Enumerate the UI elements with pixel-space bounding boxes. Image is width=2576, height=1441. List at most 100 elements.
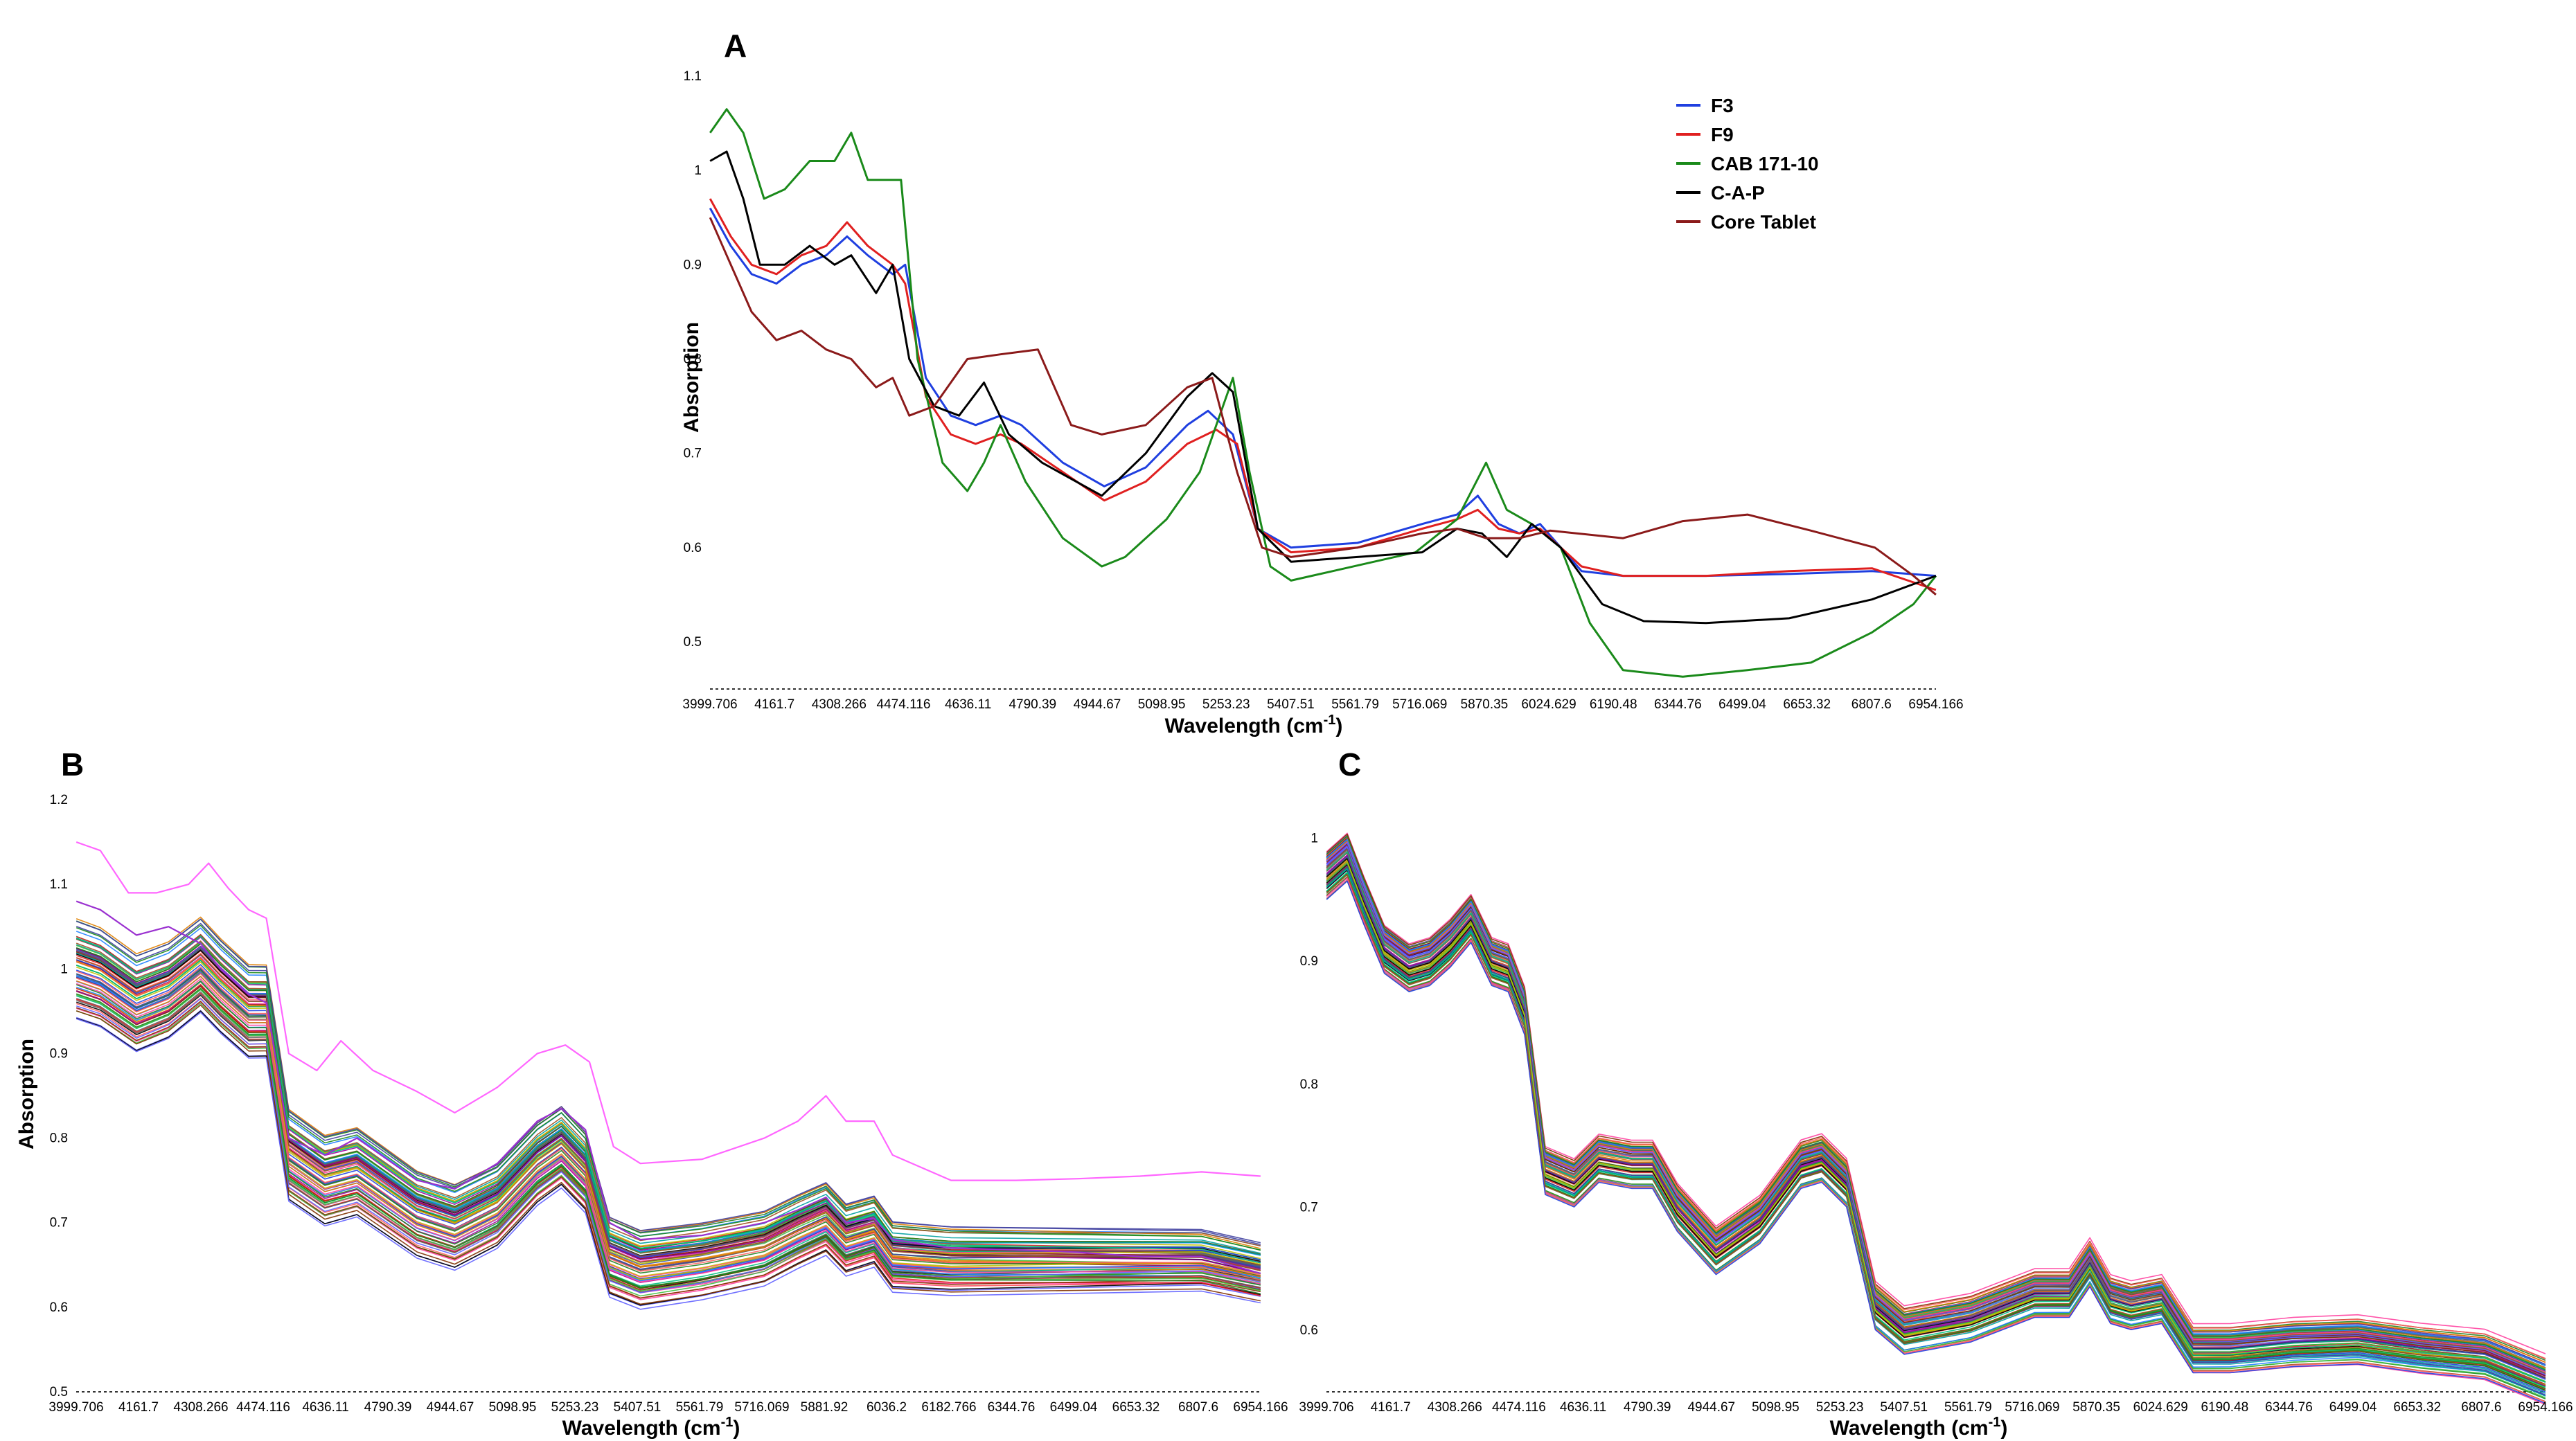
x-tick-label: 6344.76 xyxy=(1654,697,1702,712)
spectrum-line xyxy=(1326,874,2546,1386)
panel-a-legend: F3 F9 CAB 171-10 C-A-P Core Tablet xyxy=(1676,95,1819,233)
panel-c-letter: C xyxy=(1338,746,1361,782)
spectrum-line xyxy=(75,981,1261,1282)
x-tick-label: 6024.629 xyxy=(2133,1400,2188,1415)
panel-c: C 0.6 0.7 0.8 0.9 1 3999.706 4161.7 4308.266 44… xyxy=(1299,746,2573,1440)
spectrum-line xyxy=(1326,844,2546,1366)
x-tick-label: 6499.04 xyxy=(1718,697,1766,712)
x-tick-label: 6499.04 xyxy=(2329,1400,2377,1415)
x-tick-label: 4790.39 xyxy=(1009,697,1056,712)
spectrum-line xyxy=(1326,846,2546,1377)
x-tick-label: 3999.706 xyxy=(1299,1400,1353,1415)
spectrum-line xyxy=(1326,840,2546,1375)
spectrum-line xyxy=(75,966,1261,1276)
spectrum-line xyxy=(1326,852,2546,1372)
spectrum-line xyxy=(1326,848,2546,1366)
spectrum-line xyxy=(75,936,1261,1267)
panel-a-x-axis-title: Wavelength (cm-1) xyxy=(1165,713,1343,737)
spectrum-line xyxy=(75,1010,1261,1306)
spectrum-line xyxy=(1326,843,2546,1379)
panel-b-x-ticks: 3999.706 4161.7 4308.266 4474.116 4636.11 479… xyxy=(48,1400,1288,1415)
spectrum-line xyxy=(1326,848,2546,1383)
spectrum-line xyxy=(1326,860,2546,1387)
x-tick-label: 4790.39 xyxy=(364,1400,412,1415)
spectrum-line xyxy=(1326,841,2546,1377)
panel-c-x-axis-title: Wavelength (cm-1) xyxy=(1830,1415,2008,1440)
spectrum-line xyxy=(1326,879,2546,1403)
spectrum-line xyxy=(1326,839,2546,1375)
y-tick-label: 1.2 xyxy=(50,793,68,807)
y-tick-label: 0.9 xyxy=(50,1046,68,1061)
series-line-core-tablet xyxy=(709,217,1937,596)
panel-b-y-axis-title: Absorption xyxy=(15,1039,38,1149)
x-tick-label: 6954.166 xyxy=(1233,1400,1288,1415)
x-tick-label: 4790.39 xyxy=(1624,1400,1671,1415)
spectrum-line xyxy=(1326,841,2546,1377)
x-tick-label: 5561.79 xyxy=(676,1400,724,1415)
y-tick-label: 0.9 xyxy=(684,258,702,272)
spectrum-line xyxy=(75,980,1261,1295)
spectrum-line xyxy=(1326,857,2546,1375)
spectrum-line xyxy=(1326,835,2546,1365)
x-tick-label: 4636.11 xyxy=(945,697,991,712)
x-tick-label: 5098.95 xyxy=(1752,1400,1800,1415)
series-line-cab-171-10 xyxy=(709,108,1937,678)
x-tick-label: 6807.6 xyxy=(2461,1400,2501,1415)
x-tick-label: 5716.069 xyxy=(2005,1400,2059,1415)
spectrum-line xyxy=(1326,836,2546,1359)
y-tick-label: 0.7 xyxy=(684,447,702,461)
y-tick-label: 1 xyxy=(1311,832,1318,846)
x-tick-label: 6344.76 xyxy=(2265,1400,2313,1415)
x-tick-label: 3999.706 xyxy=(48,1400,103,1415)
legend-label: F3 xyxy=(1711,95,1734,116)
panel-a: A 0.5 0.6 0.7 0.8 0.9 1 1.1 3999.706 4161.7 4308… xyxy=(680,28,1964,737)
spectrum-line xyxy=(1326,841,2546,1366)
x-tick-label: 5253.23 xyxy=(1202,697,1250,712)
x-tick-label: 4161.7 xyxy=(754,697,794,712)
panel-b-x-axis-title: Wavelength (cm-1) xyxy=(562,1415,740,1440)
spectrum-line xyxy=(1326,842,2546,1375)
panel-b-series-group xyxy=(75,841,1261,1310)
spectrum-line xyxy=(1326,850,2546,1373)
series-line-c-a-p xyxy=(709,150,1937,625)
panel-b-letter: B xyxy=(61,746,84,782)
spectrum-line xyxy=(75,950,1261,1269)
x-tick-label: 5716.069 xyxy=(734,1400,789,1415)
y-tick-label: 0.6 xyxy=(1300,1323,1318,1338)
x-tick-label: 5870.35 xyxy=(1461,697,1509,712)
spectrum-line xyxy=(75,936,1261,1264)
x-tick-label: 6653.32 xyxy=(1783,697,1831,712)
legend-label: C-A-P xyxy=(1711,182,1765,204)
spectrum-line xyxy=(75,984,1261,1296)
outlier-spectrum-line xyxy=(75,841,1261,1181)
spectrum-line xyxy=(75,954,1261,1260)
x-tick-label: 6954.166 xyxy=(1908,697,1963,712)
panel-a-series-group xyxy=(709,108,1937,678)
x-tick-label: 6954.166 xyxy=(2518,1400,2573,1415)
spectrum-line xyxy=(75,922,1261,1244)
y-tick-label: 0.7 xyxy=(1300,1201,1318,1215)
x-tick-label: 6036.2 xyxy=(867,1400,907,1415)
x-tick-label: 6653.32 xyxy=(2393,1400,2441,1415)
x-tick-label: 4161.7 xyxy=(118,1400,159,1415)
spectrum-line xyxy=(75,956,1261,1266)
x-tick-label: 4636.11 xyxy=(302,1400,348,1415)
spectrum-line xyxy=(75,934,1261,1246)
spectrum-line xyxy=(1326,850,2546,1369)
spectrum-line xyxy=(1326,839,2546,1372)
spectrum-line xyxy=(1326,859,2546,1377)
spectrum-line xyxy=(1326,840,2546,1368)
spectrum-line xyxy=(1326,855,2546,1375)
spectrum-line xyxy=(1326,858,2546,1373)
spectrum-line xyxy=(75,978,1261,1285)
y-tick-label: 0.6 xyxy=(684,541,702,555)
spectrum-line xyxy=(1326,841,2546,1375)
x-tick-label: 4474.116 xyxy=(236,1400,290,1415)
x-tick-label: 6344.76 xyxy=(988,1400,1036,1415)
x-tick-label: 6807.6 xyxy=(1851,697,1892,712)
spectrum-line xyxy=(1326,846,2546,1376)
spectrum-line xyxy=(75,1012,1261,1310)
y-tick-label: 0.9 xyxy=(1300,954,1318,969)
x-tick-label: 6190.48 xyxy=(1590,697,1637,712)
